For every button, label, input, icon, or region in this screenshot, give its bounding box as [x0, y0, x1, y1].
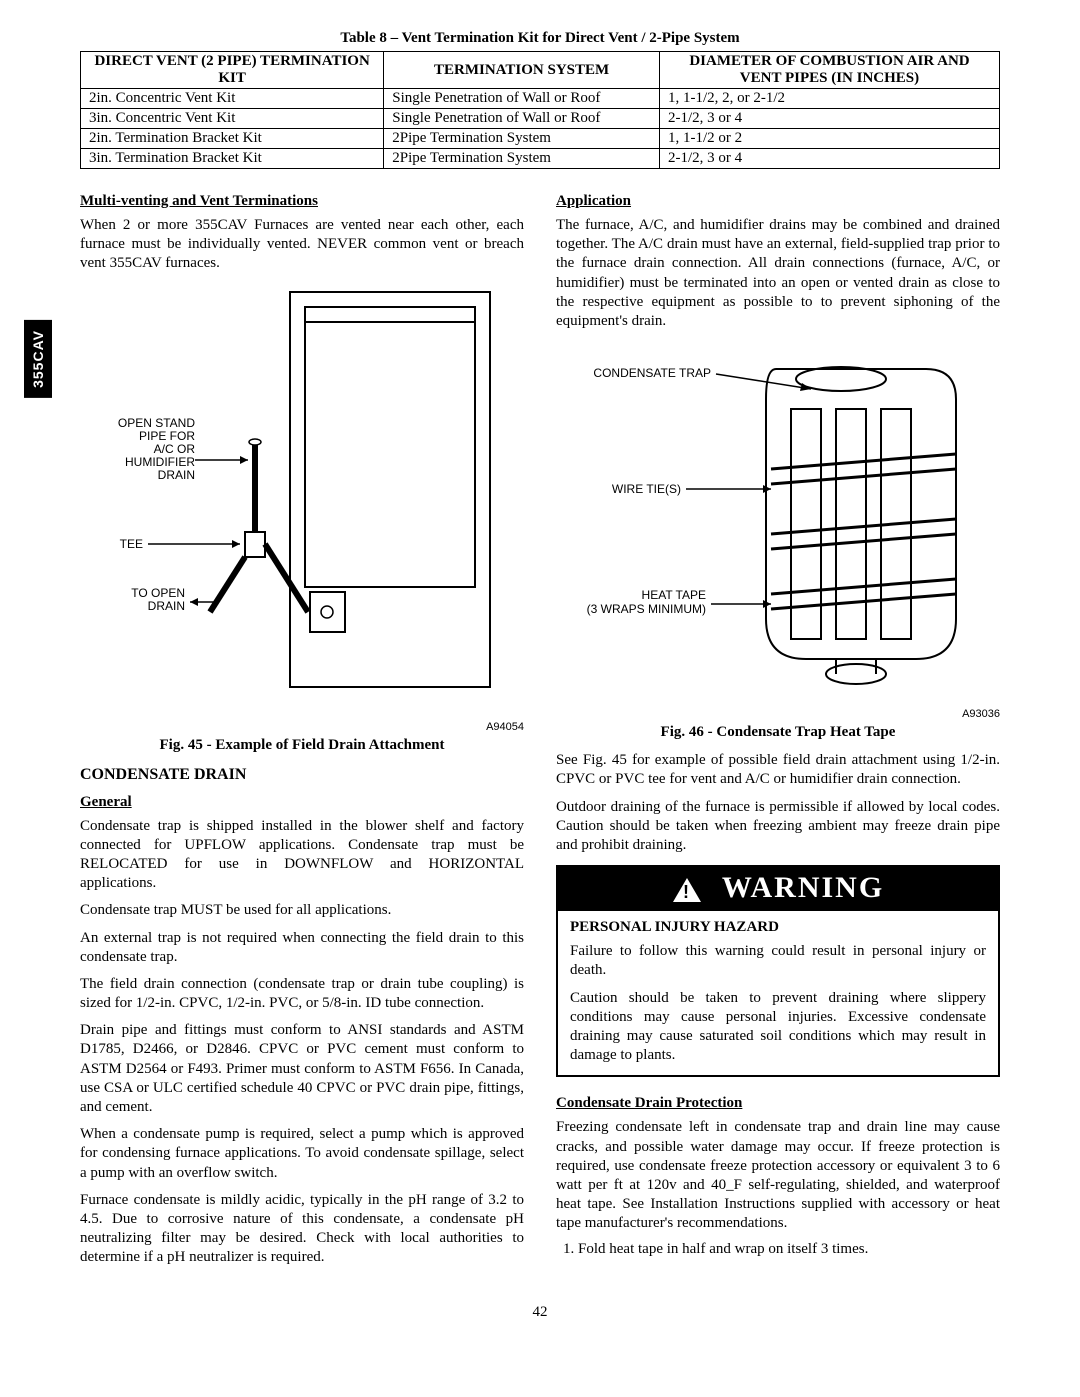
svg-text:DRAIN: DRAIN [158, 468, 195, 482]
application-body: The furnace, A/C, and humidifier drains … [556, 216, 1000, 331]
drain-protection-body: Freezing condensate left in condensate t… [556, 1118, 1000, 1233]
right-p2: Outdoor draining of the furnace is permi… [556, 798, 1000, 856]
table-row: 2in. Termination Bracket Kit 2Pipe Termi… [81, 129, 1000, 149]
fig46-code: A93036 [556, 708, 1000, 720]
svg-text:TO OPEN: TO OPEN [131, 586, 185, 600]
svg-text:CONDENSATE TRAP: CONDENSATE TRAP [593, 366, 711, 380]
fig45-code: A94054 [80, 721, 524, 733]
fig46-caption: Fig. 46 - Condensate Trap Heat Tape [556, 724, 1000, 741]
warning-b1: Failure to follow this warning could res… [570, 942, 986, 980]
svg-text:HUMIDIFIER: HUMIDIFIER [125, 455, 195, 469]
right-p1: See Fig. 45 for example of possible fiel… [556, 751, 1000, 789]
step-1: Fold heat tape in half and wrap on itsel… [578, 1241, 1000, 1258]
th-kit: DIRECT VENT (2 PIPE) TERMINATION KIT [81, 52, 384, 89]
left-column: Multi-venting and Vent Terminations When… [80, 183, 524, 1276]
condensate-drain-heading: CONDENSATE DRAIN [80, 766, 524, 784]
table-row: 3in. Termination Bracket Kit 2Pipe Termi… [81, 149, 1000, 169]
table-row: 2in. Concentric Vent Kit Single Penetrat… [81, 89, 1000, 109]
left-p6: When a condensate pump is required, sele… [80, 1125, 524, 1183]
model-side-tab: 355CAV [24, 320, 52, 398]
left-p5: Drain pipe and fittings must conform to … [80, 1021, 524, 1117]
svg-text:OPEN STAND: OPEN STAND [118, 416, 195, 430]
svg-text:HEAT TAPE: HEAT TAPE [642, 588, 706, 602]
warning-box: ! WARNING PERSONAL INJURY HAZARD Failure… [556, 865, 1000, 1077]
multi-vent-body: When 2 or more 355CAV Furnaces are vente… [80, 216, 524, 274]
svg-text:TEE: TEE [120, 537, 143, 551]
left-p4: The field drain connection (condensate t… [80, 975, 524, 1013]
page-number: 42 [80, 1304, 1000, 1321]
left-p2: Condensate trap MUST be used for all app… [80, 901, 524, 920]
svg-text:WIRE TIE(S): WIRE TIE(S) [612, 482, 681, 496]
drain-protection-steps: Fold heat tape in half and wrap on itsel… [578, 1241, 1000, 1258]
warning-title: PERSONAL INJURY HAZARD [570, 919, 986, 936]
table-row: 3in. Concentric Vent Kit Single Penetrat… [81, 109, 1000, 129]
warning-header: ! WARNING [558, 867, 998, 911]
left-p3: An external trap is not required when co… [80, 929, 524, 967]
svg-text:DRAIN: DRAIN [148, 599, 185, 613]
left-p1: Condensate trap is shipped installed in … [80, 817, 524, 894]
svg-text:!: ! [683, 882, 691, 902]
left-p7: Furnace condensate is mildly acidic, typ… [80, 1191, 524, 1268]
application-title: Application [556, 193, 1000, 210]
svg-text:(3 WRAPS MINIMUM): (3 WRAPS MINIMUM) [587, 602, 706, 616]
figure-46: CONDENSATE TRAP WIRE TIE(S) HEAT TAPE (3… [556, 339, 1000, 741]
warning-b2: Caution should be taken to prevent drain… [570, 989, 986, 1066]
drain-protection-title: Condensate Drain Protection [556, 1095, 1000, 1112]
table8-title: Table 8 – Vent Termination Kit for Direc… [80, 30, 1000, 47]
fig45-caption: Fig. 45 - Example of Field Drain Attachm… [80, 737, 524, 754]
multi-vent-title: Multi-venting and Vent Terminations [80, 193, 524, 210]
figure-45: OPEN STAND PIPE FOR A/C OR HUMIDIFIER DR… [80, 282, 524, 754]
svg-text:A/C OR: A/C OR [154, 442, 196, 456]
svg-text:PIPE FOR: PIPE FOR [139, 429, 195, 443]
table8: DIRECT VENT (2 PIPE) TERMINATION KIT TER… [80, 51, 1000, 169]
right-column: Application The furnace, A/C, and humidi… [556, 183, 1000, 1276]
th-system: TERMINATION SYSTEM [384, 52, 660, 89]
warning-triangle-icon: ! [672, 873, 702, 903]
th-diameter: DIAMETER OF COMBUSTION AIR AND VENT PIPE… [659, 52, 999, 89]
general-title: General [80, 794, 524, 811]
